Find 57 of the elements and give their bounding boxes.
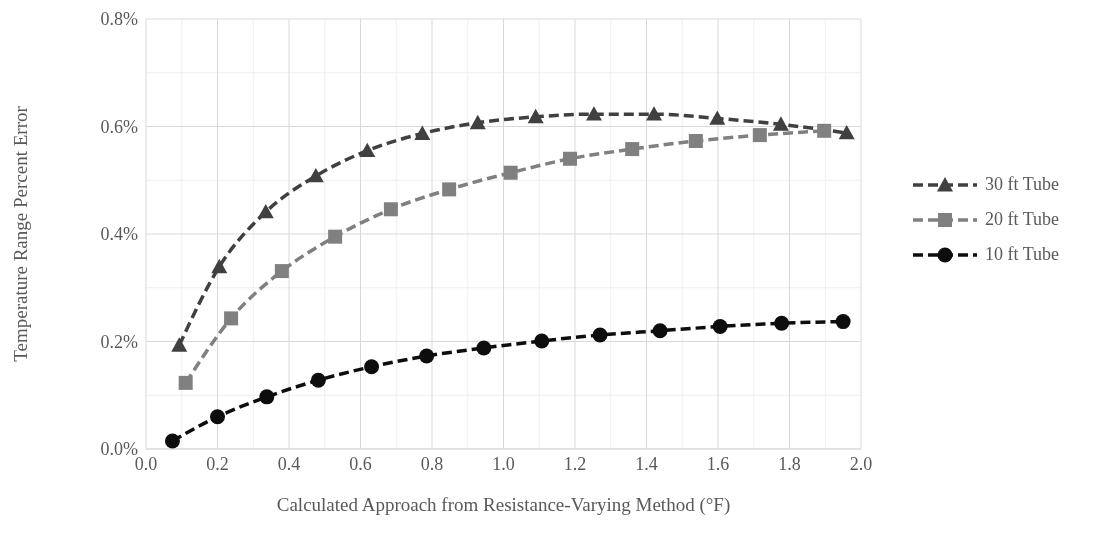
point (563, 151, 577, 166)
x-tick-label: 1.8 (778, 453, 801, 474)
x-axis-title: Calculated Approach from Resistance-Varying Method (°F) (276, 494, 731, 516)
legend-label: 20 ft Tube (985, 209, 1060, 230)
point (585, 106, 602, 121)
point (592, 327, 608, 343)
point (414, 125, 431, 140)
point (503, 165, 518, 180)
point (646, 106, 663, 121)
point (838, 124, 855, 140)
x-tick-label: 0.8 (420, 453, 444, 474)
point (210, 409, 225, 425)
point (419, 348, 435, 364)
point (688, 134, 703, 149)
point (224, 311, 239, 326)
point (476, 340, 492, 356)
point (178, 375, 193, 390)
x-tick-label: 1.0 (492, 453, 515, 474)
x-tick-label: 2.0 (849, 453, 873, 474)
point (774, 315, 790, 331)
point (534, 333, 550, 349)
point (752, 128, 767, 143)
point (211, 258, 228, 274)
point (469, 114, 486, 130)
y-tick-label: 0.6% (100, 116, 138, 137)
x-tick-label: 0.6 (349, 453, 372, 474)
legend-label: 10 ft Tube (985, 244, 1060, 265)
point (527, 108, 544, 124)
point (712, 318, 728, 334)
y-axis-title: Temperature Range Percent Error (9, 105, 31, 362)
y-tick-label: 0.2% (100, 331, 138, 352)
point (307, 167, 324, 183)
legend-label: 30 ft Tube (985, 174, 1060, 195)
point (709, 110, 726, 125)
point (835, 314, 851, 330)
point (257, 203, 274, 219)
point (364, 359, 380, 375)
x-tick-label: 1.6 (706, 453, 730, 474)
point (164, 433, 180, 449)
point (772, 116, 789, 131)
x-tick-label: 0.4 (277, 453, 301, 474)
y-tick-label: 0.4% (100, 224, 138, 245)
point (383, 202, 398, 217)
x-tick-label: 1.4 (635, 453, 658, 474)
point (274, 264, 289, 279)
point (171, 337, 188, 352)
x-tick-label: 1.2 (563, 453, 587, 474)
point (328, 229, 343, 244)
point (259, 389, 275, 405)
y-tick-label: 0.8% (100, 9, 138, 30)
x-tick-label: 0.2 (206, 453, 229, 474)
point (359, 142, 376, 158)
point (652, 323, 668, 339)
point (817, 123, 832, 138)
point (442, 182, 457, 197)
point (310, 372, 326, 388)
point (625, 142, 640, 157)
